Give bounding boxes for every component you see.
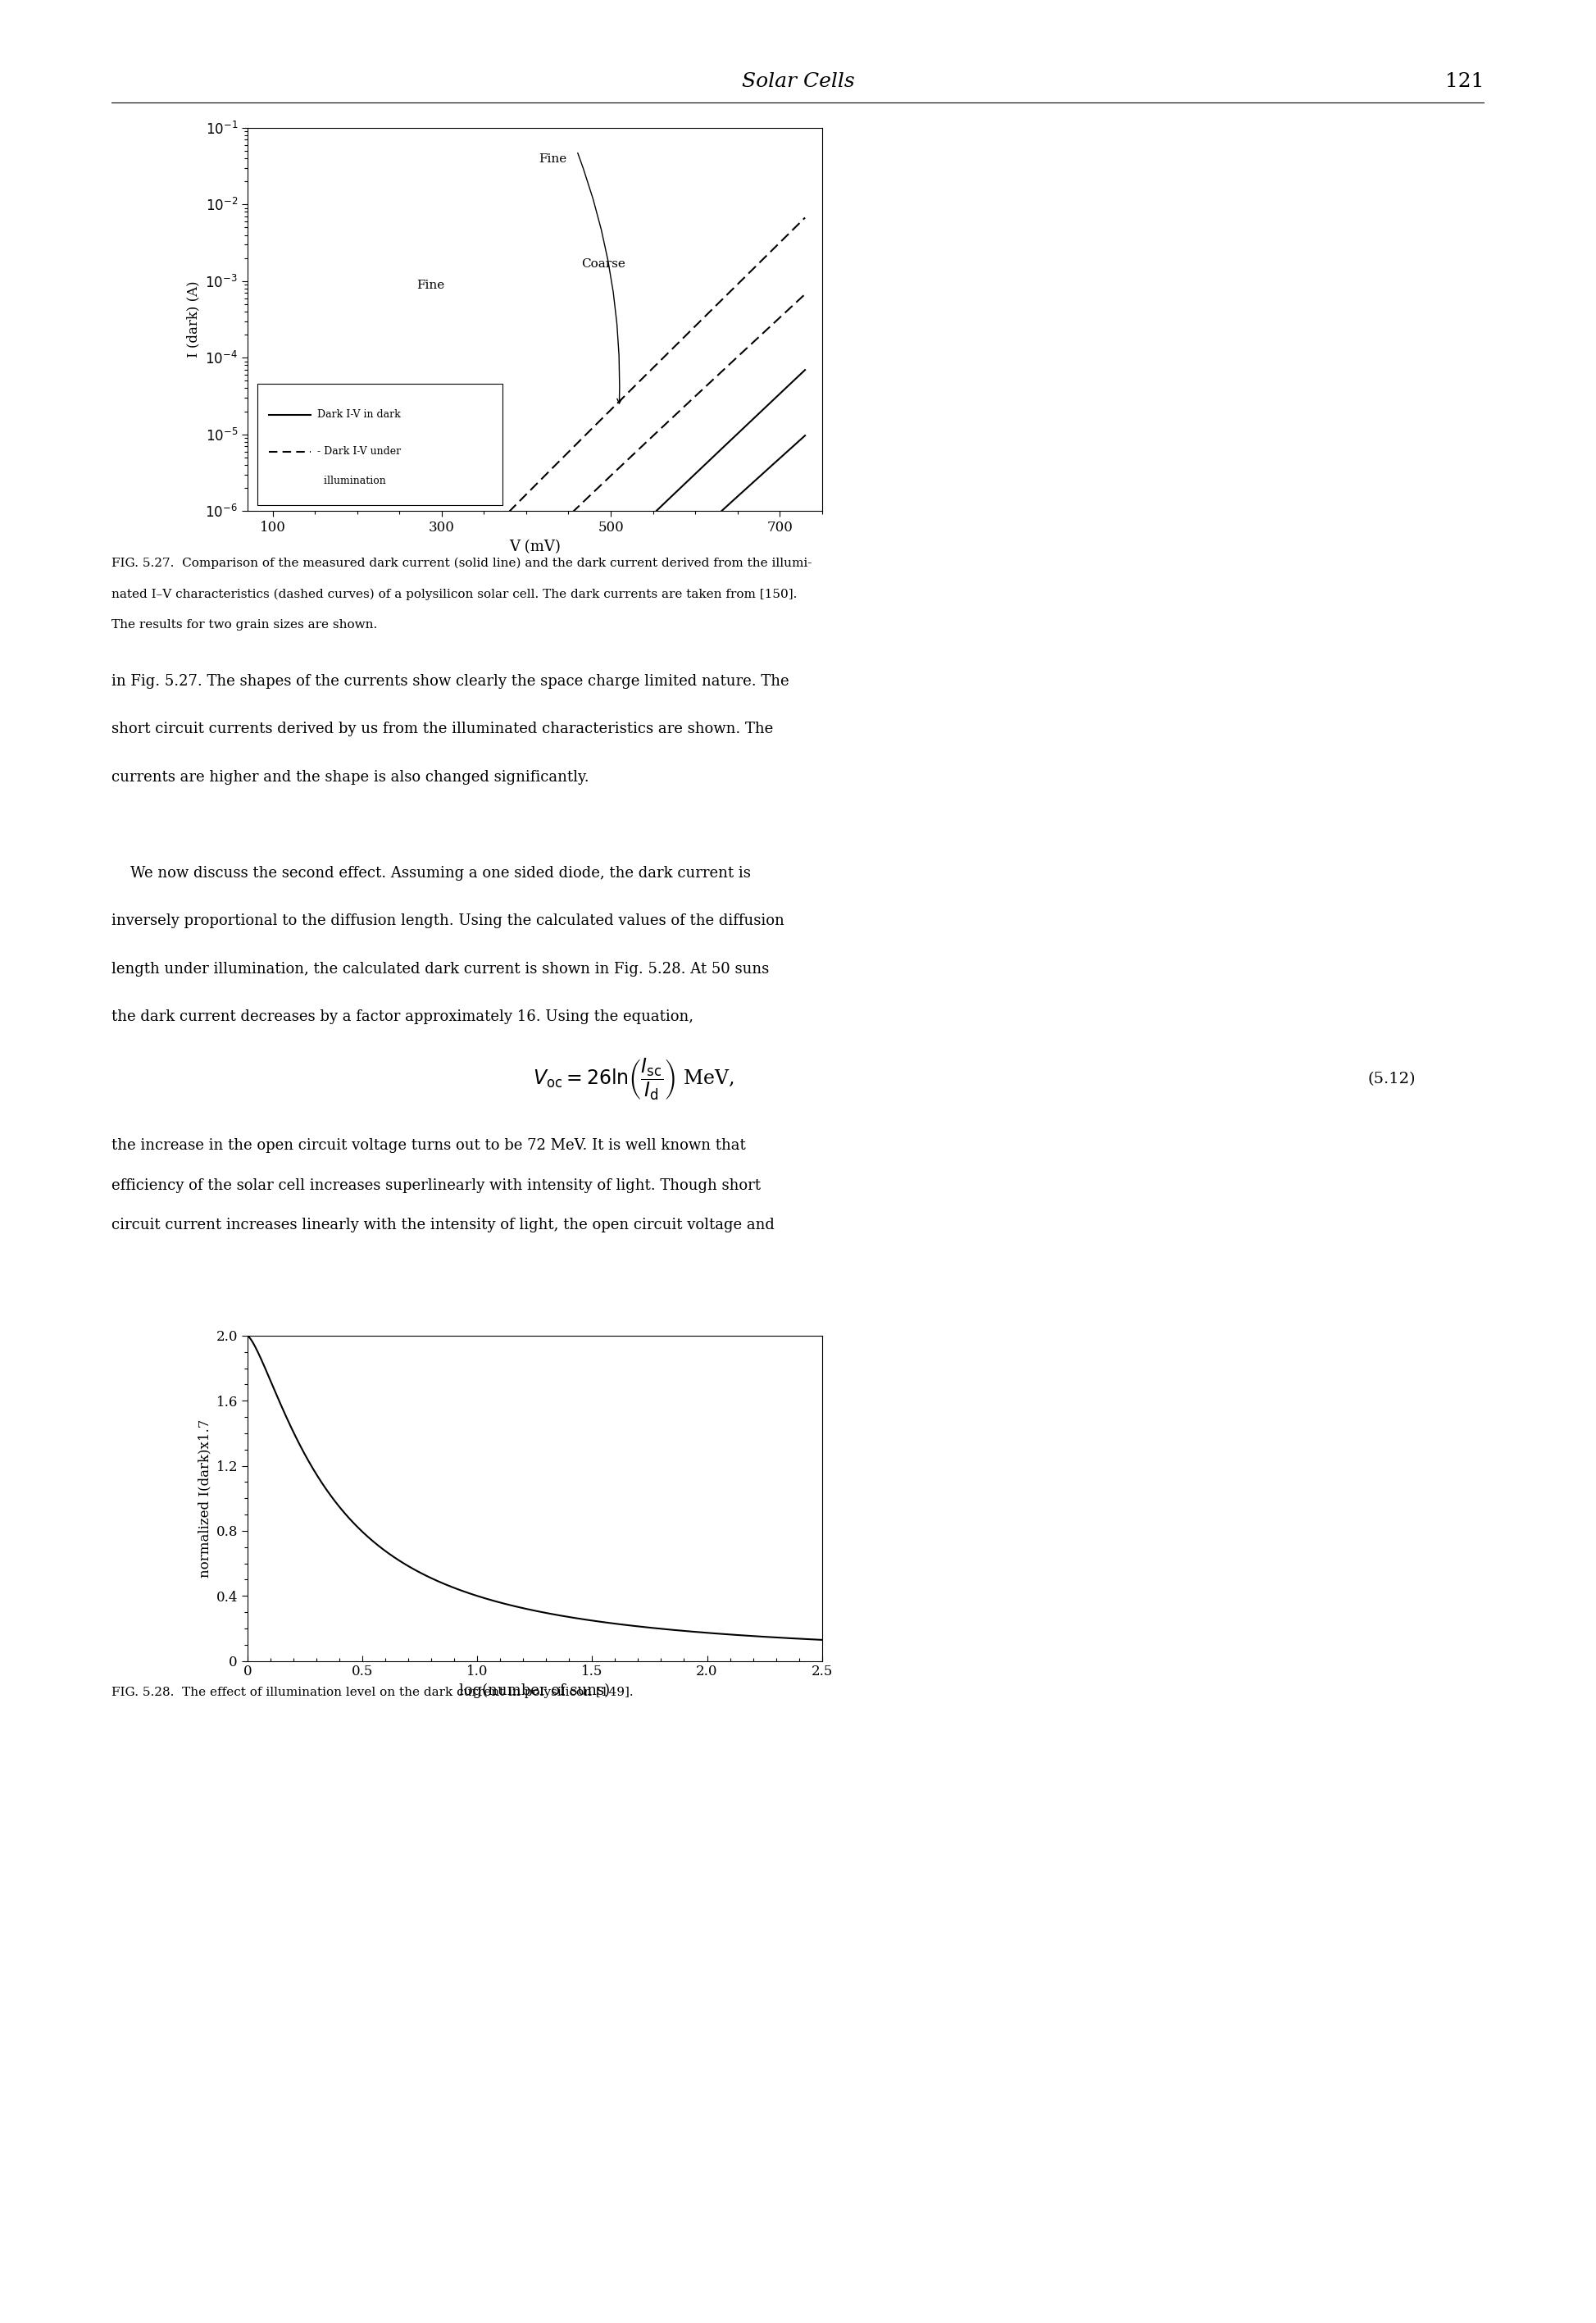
Text: $V_{\rm oc} = 26\ln\!\left(\dfrac{I_{\rm sc}}{I_{\rm d}}\right)$ MeV,: $V_{\rm oc} = 26\ln\!\left(\dfrac{I_{\rm… (533, 1057, 734, 1101)
Text: circuit current increases linearly with the intensity of light, the open circuit: circuit current increases linearly with … (112, 1217, 774, 1234)
Text: currents are higher and the shape is also changed significantly.: currents are higher and the shape is als… (112, 769, 589, 785)
Text: illumination: illumination (318, 476, 386, 486)
Text: inversely proportional to the diffusion length. Using the calculated values of t: inversely proportional to the diffusion … (112, 913, 785, 929)
Text: FIG. 5.28.  The effect of illumination level on the dark current in polysilicon : FIG. 5.28. The effect of illumination le… (112, 1686, 634, 1698)
Text: the increase in the open circuit voltage turns out to be 72 MeV. It is well know: the increase in the open circuit voltage… (112, 1138, 745, 1152)
Text: Coarse: Coarse (581, 258, 626, 269)
Text: in Fig. 5.27. The shapes of the currents show clearly the space charge limited n: in Fig. 5.27. The shapes of the currents… (112, 674, 790, 688)
Text: short circuit currents derived by us from the illuminated characteristics are sh: short circuit currents derived by us fro… (112, 722, 774, 736)
Text: 121: 121 (1446, 72, 1484, 91)
Text: the dark current decreases by a factor approximately 16. Using the equation,: the dark current decreases by a factor a… (112, 1011, 694, 1024)
Text: efficiency of the solar cell increases superlinearly with intensity of light. Th: efficiency of the solar cell increases s… (112, 1178, 761, 1194)
Y-axis label: normalized I(dark)x1.7: normalized I(dark)x1.7 (198, 1419, 211, 1577)
Y-axis label: I (dark) (A): I (dark) (A) (187, 281, 201, 358)
Text: - Dark I-V under: - Dark I-V under (318, 446, 401, 458)
Bar (257, 383, 503, 504)
Text: Fine: Fine (539, 153, 567, 165)
Text: nated I–V characteristics (dashed curves) of a polysilicon solar cell. The dark : nated I–V characteristics (dashed curves… (112, 588, 798, 599)
Text: Dark I-V in dark: Dark I-V in dark (318, 409, 401, 420)
Text: FIG. 5.27.  Comparison of the measured dark current (solid line) and the dark cu: FIG. 5.27. Comparison of the measured da… (112, 558, 812, 569)
Text: The results for two grain sizes are shown.: The results for two grain sizes are show… (112, 620, 378, 632)
Text: length under illumination, the calculated dark current is shown in Fig. 5.28. At: length under illumination, the calculate… (112, 962, 769, 976)
X-axis label: V (mV): V (mV) (509, 539, 560, 553)
X-axis label: log(number of suns): log(number of suns) (460, 1684, 610, 1698)
Text: Solar Cells: Solar Cells (742, 72, 854, 91)
Text: Fine: Fine (417, 279, 444, 290)
Text: We now discuss the second effect. Assuming a one sided diode, the dark current i: We now discuss the second effect. Assumi… (112, 866, 752, 880)
Text: (5.12): (5.12) (1368, 1071, 1416, 1087)
